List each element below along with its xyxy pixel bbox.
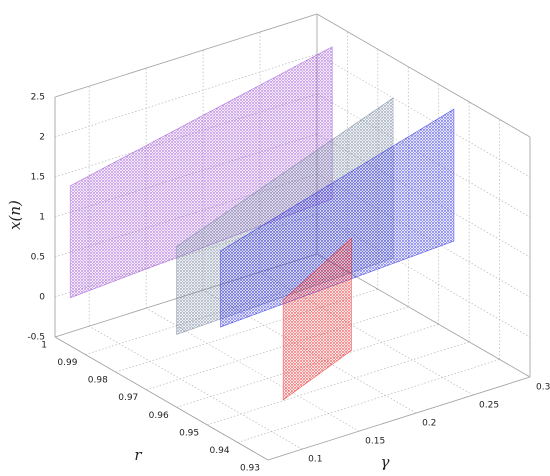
bifurcation-sheet <box>220 108 455 328</box>
z-tick-label: 0.5 <box>31 253 45 263</box>
z-axis-label: x(n) <box>6 200 24 230</box>
grid-line <box>267 376 531 461</box>
y-axis-label: r <box>134 446 142 464</box>
z-tick-label: 1 <box>39 213 45 223</box>
z-tick-label: 1.5 <box>31 173 45 183</box>
bifurcation-sheet <box>282 237 352 401</box>
y-tick-label: 0.93 <box>240 464 260 474</box>
x-tick-label: 0.2 <box>422 419 436 429</box>
grid-line <box>146 306 409 391</box>
grid-line <box>316 13 531 138</box>
z-tick-label: 0 <box>39 293 45 303</box>
grid-line <box>145 307 360 432</box>
grid-line <box>237 359 500 443</box>
grid-line <box>207 341 470 426</box>
y-tick-label: 0.97 <box>118 393 138 403</box>
grid-line <box>316 213 531 338</box>
grid-line <box>115 288 378 373</box>
x-tick-label: 0.25 <box>479 401 499 411</box>
z-tick-label: 2.5 <box>31 93 45 103</box>
y-tick-label: 0.95 <box>179 428 199 438</box>
y-tick-label: 0.98 <box>88 376 108 386</box>
y-tick-label: 0.94 <box>210 446 230 456</box>
x-axis-label: γ <box>381 453 390 471</box>
x-tick-label: 0.1 <box>308 455 322 465</box>
x-tick-label: 0.15 <box>365 437 385 447</box>
grid-line <box>54 53 318 138</box>
grid-line <box>316 253 531 378</box>
box-edge <box>54 336 269 461</box>
grid-line <box>88 325 303 450</box>
z-tick-label: -0.5 <box>27 333 45 343</box>
grid-line <box>54 13 318 98</box>
y-tick-label: 0.99 <box>57 358 77 368</box>
x-tick-label: 0.3 <box>536 383 550 393</box>
grid-line <box>259 271 474 396</box>
y-tick-label: 0.96 <box>149 411 169 421</box>
sheet-layer <box>69 46 455 401</box>
grid-line <box>316 53 531 178</box>
y-tick-label: 1 <box>41 341 47 351</box>
z-tick-label: 2 <box>39 133 45 143</box>
